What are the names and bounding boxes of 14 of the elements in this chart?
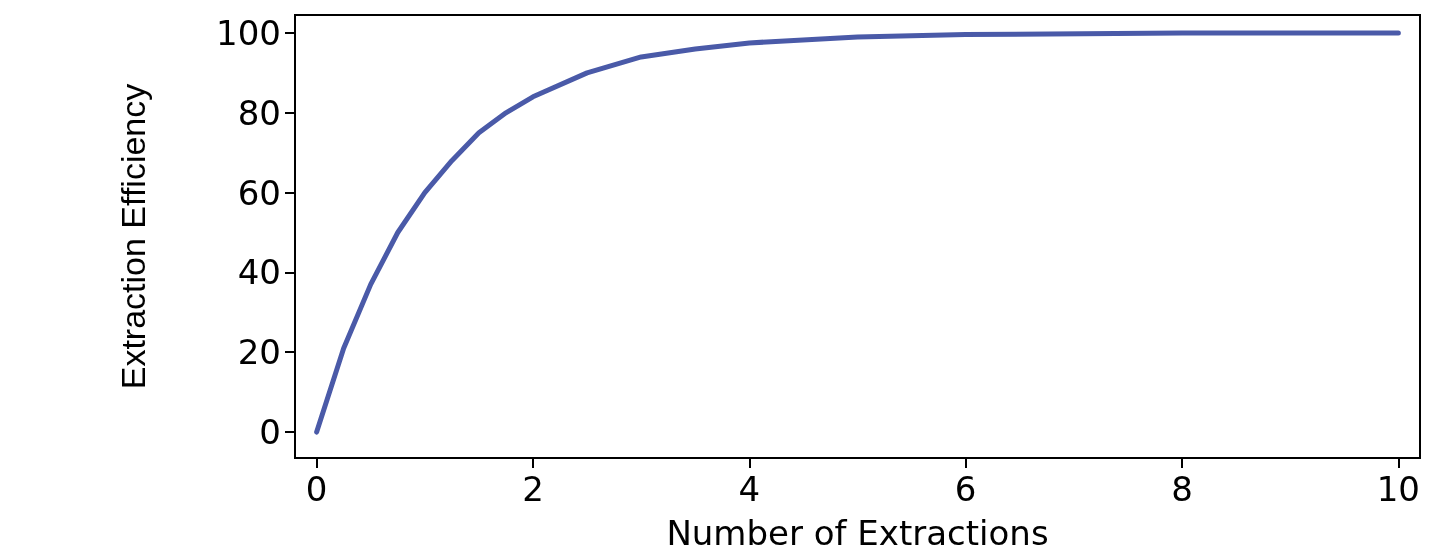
x-tick-label: 2 [522,469,544,509]
y-tick-label: 100 [216,12,281,53]
y-tick-label: 0 [259,412,281,453]
y-tick-label: 80 [237,92,281,133]
x-tick-label: 6 [954,469,977,509]
x-tick-label: 0 [305,469,328,509]
y-tick-label: 20 [237,332,281,373]
y-tick-label: 40 [237,252,281,293]
x-tick-label: 4 [738,469,761,509]
y-tick-label: 60 [237,172,281,213]
x-tick-label: 10 [1376,469,1420,509]
x-tick-label: 8 [1171,469,1193,509]
x-axis-title: Number of Extractions [666,513,1049,553]
y-axis-title: Extraction Efficiency [114,83,152,390]
